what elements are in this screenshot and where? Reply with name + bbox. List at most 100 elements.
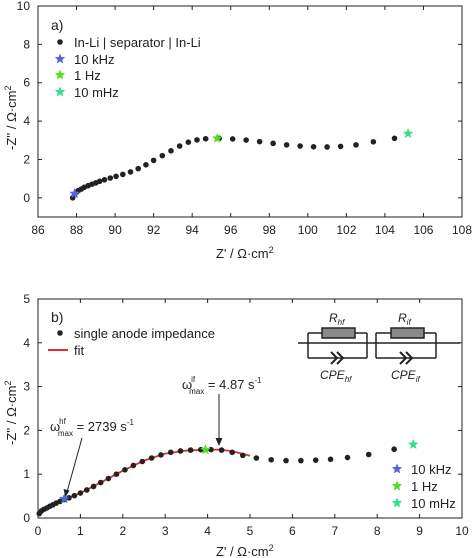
data-point — [127, 169, 134, 175]
data-point — [113, 173, 119, 180]
data-point — [297, 143, 303, 149]
data-point — [107, 175, 114, 181]
data-point — [283, 457, 289, 464]
data-point — [167, 449, 174, 456]
data-point — [177, 448, 184, 454]
data-point — [337, 143, 344, 150]
legend-label-10mhz: 10 mHz — [74, 85, 119, 100]
panel-a-points — [69, 128, 414, 201]
panel-b-legend: single anode impedance fit — [48, 326, 215, 358]
x-tick-label: 106 — [413, 223, 433, 237]
data-point — [270, 140, 276, 147]
data-point — [113, 471, 120, 478]
x-tick-label: 102 — [336, 223, 356, 237]
panel-b-label: b) — [51, 309, 63, 325]
panel-b-y-axis-label: -Z'' / Ω·cm2 — [3, 381, 19, 445]
data-point — [150, 157, 157, 164]
cpe-if-symbol — [399, 351, 414, 365]
data-point — [148, 455, 155, 461]
legend-label-in-li: In-Li | separator | In-Li — [74, 35, 201, 50]
data-point — [218, 447, 225, 453]
data-point — [101, 176, 108, 183]
panel-a-label: a) — [51, 17, 63, 33]
x-tick-label: 2 — [119, 524, 126, 538]
data-point — [365, 451, 372, 458]
data-point — [168, 148, 174, 154]
x-tick-label: 88 — [70, 223, 84, 237]
star-marker — [69, 188, 80, 199]
x-tick-label: 86 — [31, 223, 45, 237]
data-point — [139, 458, 146, 465]
data-point — [310, 143, 317, 150]
annotation-if-arrowhead — [215, 438, 223, 446]
x-tick-label: 108 — [452, 223, 472, 237]
x-tick-label: 3 — [162, 524, 169, 538]
data-point — [194, 137, 200, 143]
legend-marker-circle — [57, 330, 63, 336]
annotation-hf-arrowhead — [63, 489, 70, 497]
legend-star-marker — [54, 69, 66, 80]
x-tick-label: 94 — [186, 223, 200, 237]
x-tick-label: 8 — [374, 524, 381, 538]
circuit-label-r-hf: Rhf — [329, 311, 345, 327]
legend-label-fit: fit — [74, 343, 85, 358]
legend-label-1hz: 1 Hz — [74, 68, 101, 83]
data-point — [90, 483, 97, 490]
data-point — [105, 475, 112, 482]
y-tick-label: 4 — [23, 114, 30, 128]
y-tick-label: 1 — [23, 467, 30, 481]
panel-a-ticks — [37, 5, 463, 217]
data-point — [71, 492, 78, 499]
data-point — [208, 446, 214, 453]
annotation-if: ωif max = 4.87 s-1 — [182, 375, 262, 446]
x-tick-label: 104 — [375, 223, 395, 237]
panel-a-x-axis-label: Z' / Ω·cm2 — [216, 245, 274, 261]
data-point — [253, 455, 260, 461]
legend-label-10mhz: 10 mHz — [411, 496, 456, 511]
data-point — [120, 171, 126, 178]
star-marker — [408, 438, 419, 449]
star-marker — [212, 132, 223, 143]
x-tick-label: 92 — [147, 223, 161, 237]
y-tick-label: 10 — [17, 0, 31, 13]
y-tick-label: 3 — [23, 380, 30, 394]
x-tick-label: 4 — [204, 524, 211, 538]
data-point — [158, 452, 164, 458]
panel-a-tick-labels: 86 88 90 92 94 96 98 100 102 104 106 108 0 2 4 6 8 10 — [17, 0, 473, 237]
data-point — [239, 452, 246, 459]
data-point — [176, 143, 183, 149]
y-tick-label: 2 — [23, 423, 30, 437]
panel-b-points — [36, 438, 419, 517]
legend-label-10khz: 10 kHz — [74, 52, 114, 67]
y-tick-label: 6 — [23, 76, 30, 90]
resistor-hf — [321, 327, 356, 339]
panel-a-y-axis-label: -Z'' / Ω·cm2 — [3, 86, 19, 150]
data-point — [327, 456, 334, 463]
panel-b-legend-stars — [391, 463, 403, 508]
x-tick-label: 96 — [224, 223, 238, 237]
x-tick-label: 7 — [331, 524, 338, 538]
legend-star-marker — [391, 480, 403, 491]
legend-star-marker — [54, 86, 66, 97]
circuit-label-cpe-hf: CPEhf — [320, 368, 352, 384]
legend-star-marker — [391, 463, 403, 474]
data-point — [353, 142, 359, 148]
data-point — [229, 136, 236, 142]
data-point — [159, 152, 166, 159]
panel-b: 0 1 2 3 4 5 6 7 8 9 10 0 1 2 3 4 5 b) single anode imped… — [3, 292, 469, 558]
y-tick-label: 8 — [23, 37, 30, 51]
legend-marker-circle — [57, 39, 63, 45]
data-point — [298, 457, 304, 464]
resistor-if — [390, 327, 425, 339]
data-point — [256, 138, 263, 145]
data-point — [185, 139, 192, 145]
data-point — [268, 456, 275, 463]
data-point — [283, 142, 290, 148]
x-tick-label: 5 — [247, 524, 254, 538]
data-point — [243, 137, 249, 143]
data-point — [202, 135, 209, 142]
y-tick-label: 4 — [23, 336, 30, 350]
x-tick-label: 6 — [289, 524, 296, 538]
x-tick-label: 98 — [263, 223, 277, 237]
